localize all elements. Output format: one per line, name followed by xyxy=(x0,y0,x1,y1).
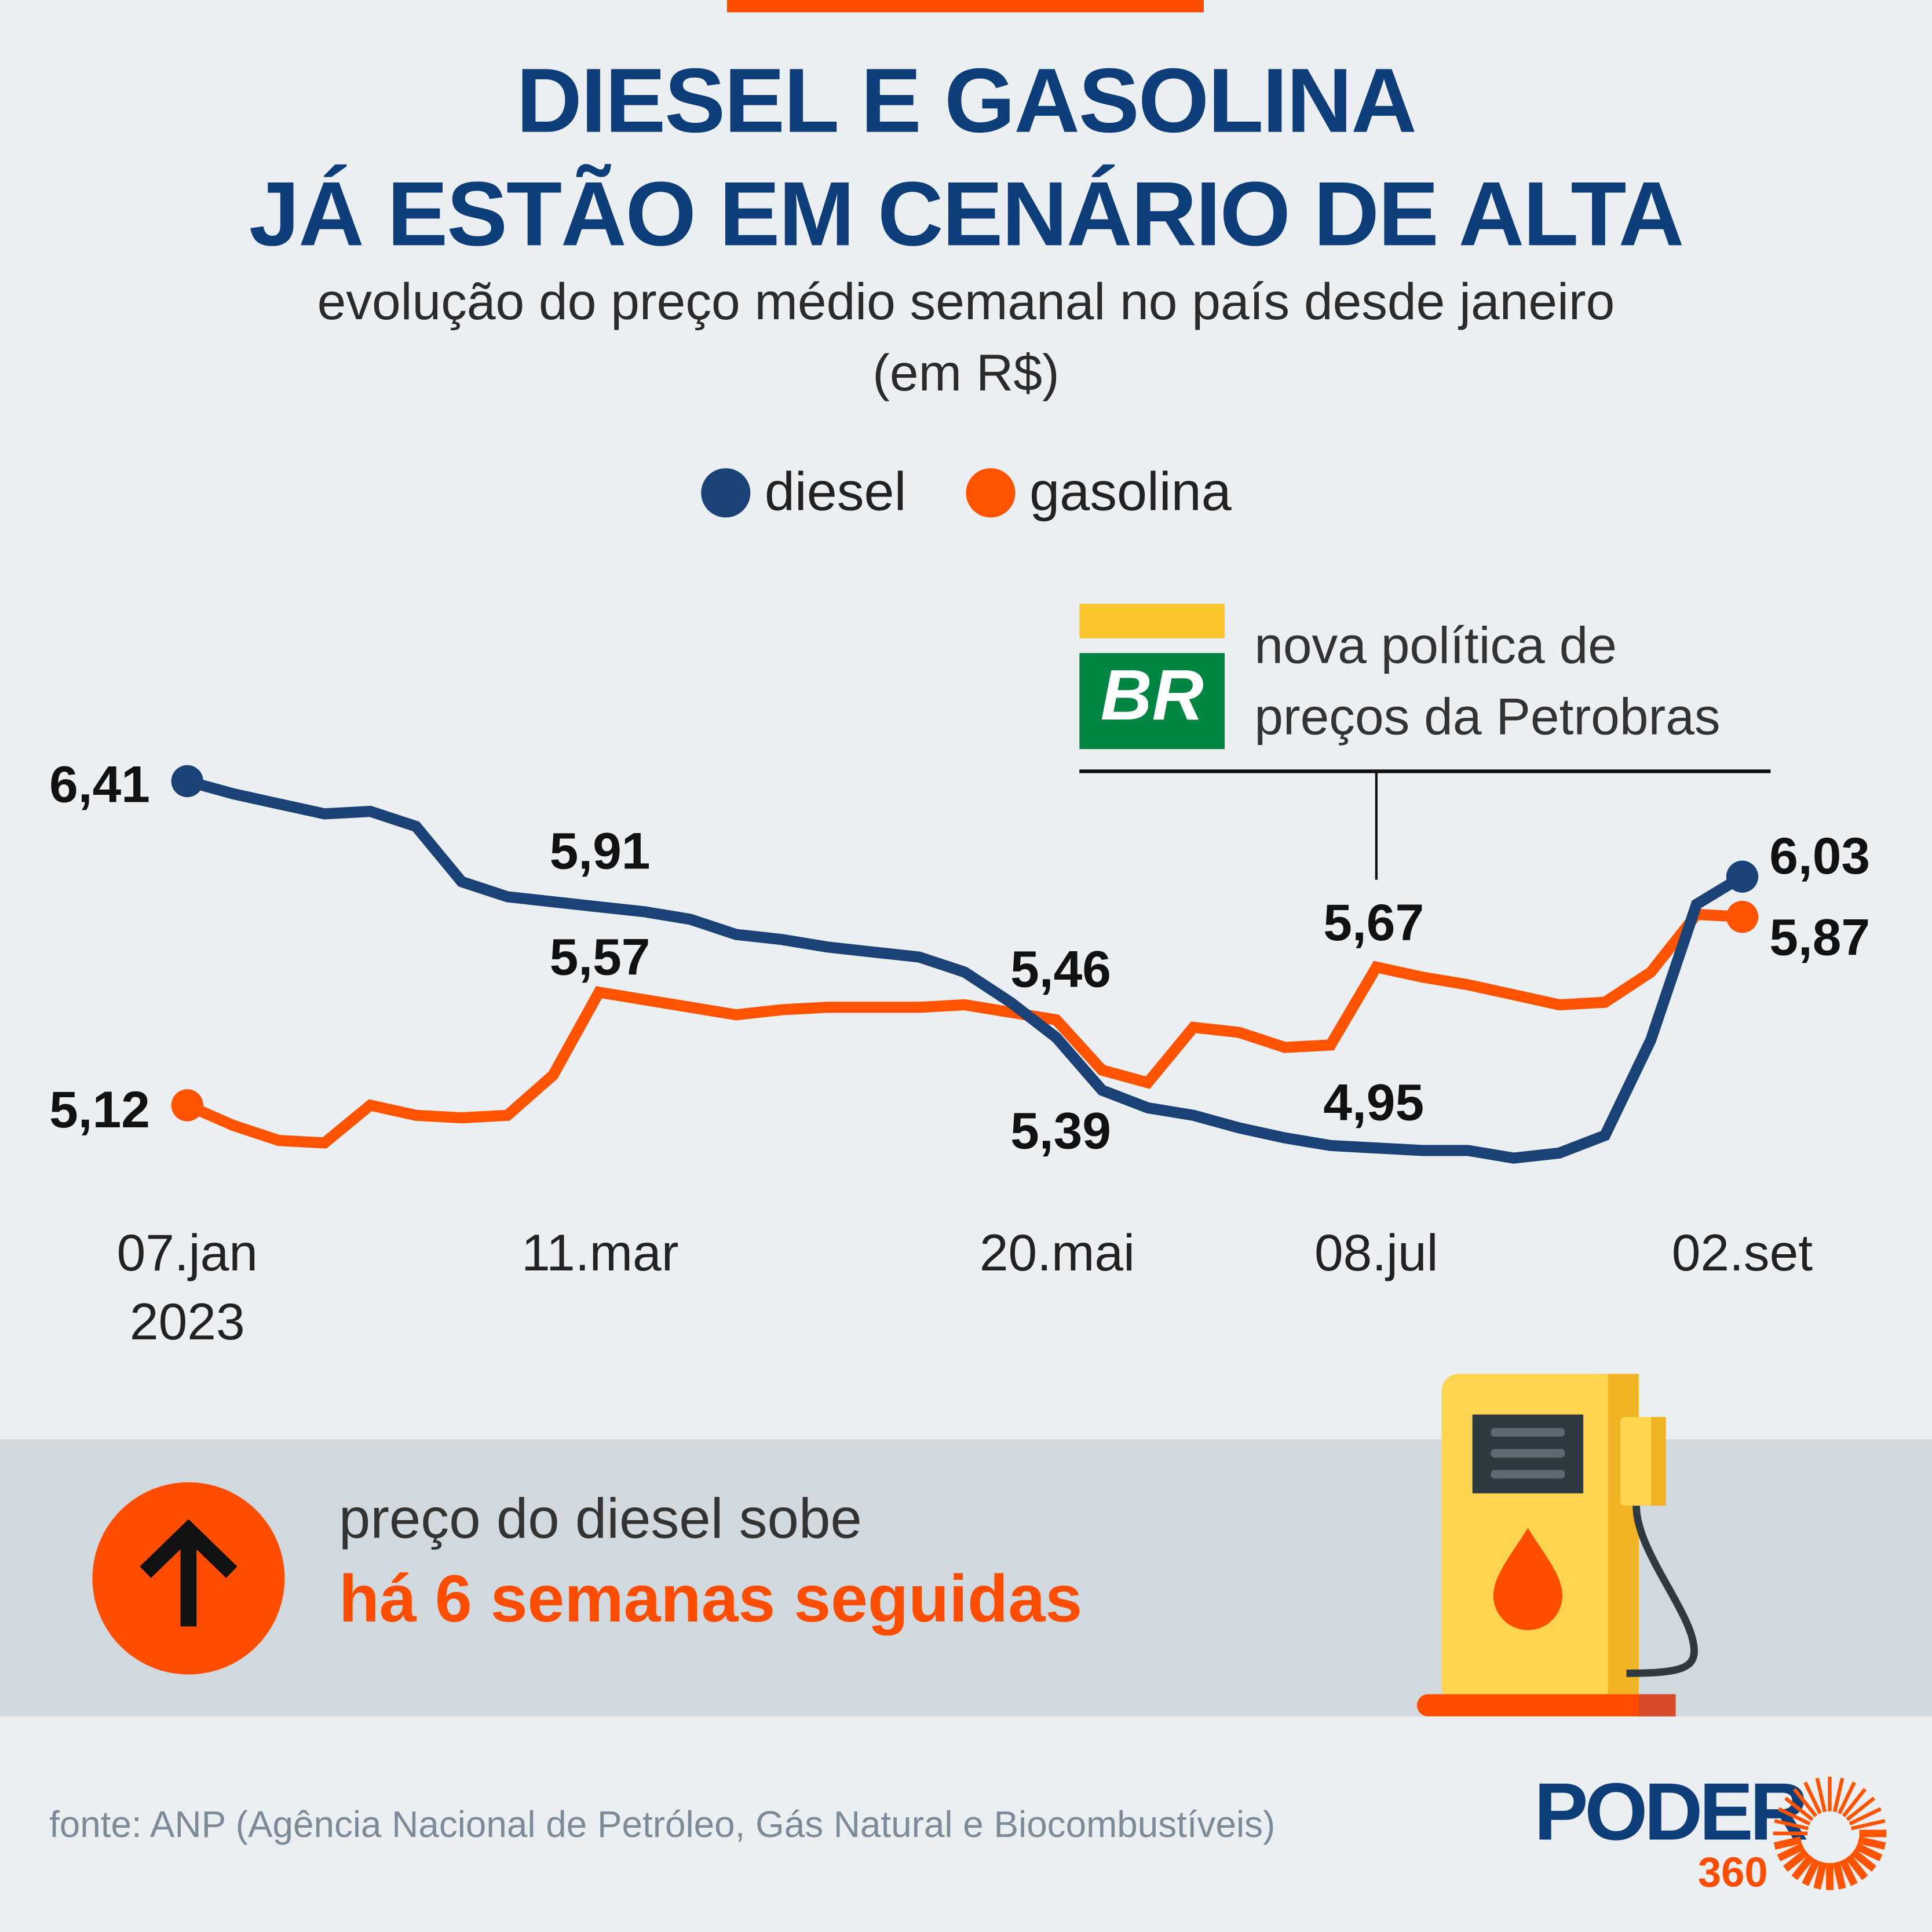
gasolina-end-point xyxy=(1726,900,1759,933)
label-diesel-start: 6,41 xyxy=(49,755,150,813)
diesel-dot-icon xyxy=(700,468,750,518)
sun-ray xyxy=(1777,1807,1811,1826)
legend-item-diesel: diesel xyxy=(700,458,906,527)
legend-label: diesel xyxy=(764,462,907,523)
label-gas-start: 5,12 xyxy=(49,1080,150,1139)
legend-label: gasolina xyxy=(1029,462,1232,523)
subtitle-line-1: evolução do preço médio semanal no país … xyxy=(317,272,1615,331)
sun-ray xyxy=(1838,1781,1856,1814)
sun-ray xyxy=(1791,1854,1814,1880)
annotation-text: nova política de preços da Petrobras xyxy=(1254,610,1720,753)
diesel-line xyxy=(185,776,1745,1164)
label-gas-mai: 5,46 xyxy=(1010,940,1111,998)
arrow-up-icon xyxy=(92,1482,285,1675)
sun-ray xyxy=(1832,1861,1846,1890)
sun-ray xyxy=(1803,1781,1822,1814)
x-tick-label: 20.mai xyxy=(979,1224,1135,1281)
callout-line-1: preço do diesel sobe xyxy=(338,1486,862,1550)
source-note: fonte: ANP (Agência Nacional de Petróleo… xyxy=(49,1805,1276,1846)
label-gas-mar: 5,57 xyxy=(549,927,651,986)
legend: diesel gasolina xyxy=(0,458,1932,527)
top-accent-bar xyxy=(726,0,1204,13)
sun-ray xyxy=(1773,1836,1802,1850)
sun-ray xyxy=(1777,1843,1805,1862)
sun-ray xyxy=(1802,1858,1821,1886)
sun-ray xyxy=(1849,1807,1882,1826)
poder360-logo-number: 360 xyxy=(1697,1849,1768,1897)
diesel-start-point xyxy=(171,765,203,798)
subtitle-line-2: (em R$) xyxy=(872,344,1060,402)
title-line-2: JÁ ESTÃO EM CENÁRIO DE ALTA xyxy=(249,162,1685,265)
sun-ray xyxy=(1857,1836,1886,1850)
x-tick-label: 08.jul xyxy=(1314,1224,1438,1281)
title-line-1: DIESEL E GASOLINA xyxy=(516,49,1417,152)
sun-ray xyxy=(1842,1788,1867,1817)
sun-ray xyxy=(1839,1858,1858,1886)
sun-ray xyxy=(1815,1777,1827,1813)
label-gas-jul: 5,67 xyxy=(1323,893,1425,951)
sun-ray xyxy=(1851,1818,1886,1831)
sun-ray xyxy=(1854,1843,1883,1862)
gasolina-line xyxy=(185,908,1743,1149)
annotation-line-1: nova política de xyxy=(1254,616,1617,674)
sun-ray xyxy=(1813,1861,1827,1890)
sun-ray xyxy=(1783,1849,1809,1872)
poder360-sun-icon xyxy=(1773,1777,1887,1890)
label-diesel-mar: 5,91 xyxy=(549,821,651,880)
sun-ray xyxy=(1845,1854,1868,1880)
label-gas-end: 5,87 xyxy=(1769,908,1871,966)
diesel-end-point xyxy=(1726,860,1759,893)
label-diesel-jul: 4,95 xyxy=(1323,1073,1425,1131)
x-tick-sublabel: 2023 xyxy=(129,1292,245,1351)
petrobras-logo: BR xyxy=(1079,604,1225,750)
sun-ray xyxy=(1774,1818,1809,1831)
sun-ray xyxy=(1832,1777,1845,1813)
annotation-line-2: preços da Petrobras xyxy=(1254,687,1721,746)
gasolina-start-point xyxy=(171,1089,203,1122)
x-tick-label: 02.set xyxy=(1671,1224,1813,1281)
gasolina-dot-icon xyxy=(965,468,1015,518)
sun-ray xyxy=(1784,1796,1814,1821)
fuel-pump-icon xyxy=(1416,1374,1698,1716)
x-tick-label: 11.mar xyxy=(521,1224,679,1281)
poder360-logo-word: PODER xyxy=(1534,1765,1809,1857)
sun-ray xyxy=(1846,1796,1875,1821)
label-diesel-mai: 5,39 xyxy=(1010,1101,1111,1160)
legend-item-gasolina: gasolina xyxy=(965,458,1232,527)
callout-line-2: há 6 semanas seguidas xyxy=(338,1562,1083,1637)
sun-ray xyxy=(1792,1788,1818,1817)
label-diesel-end: 6,03 xyxy=(1769,827,1871,885)
petrobras-logo-text: BR xyxy=(1101,655,1204,735)
x-tick-label: 07.jan xyxy=(116,1224,258,1281)
sun-ray xyxy=(1850,1849,1876,1872)
